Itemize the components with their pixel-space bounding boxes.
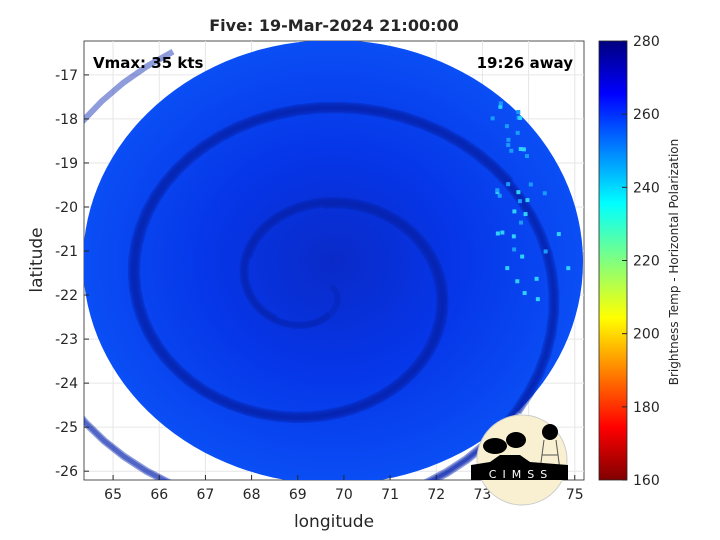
warm-pixel bbox=[490, 116, 495, 121]
colorbar-tick-label: 220 bbox=[633, 254, 660, 270]
warm-pixel bbox=[498, 101, 503, 106]
warm-pixel bbox=[495, 231, 500, 236]
warm-pixel bbox=[516, 110, 521, 115]
colorbar-tick-label: 200 bbox=[633, 327, 660, 343]
rain-band bbox=[130, 104, 558, 480]
colorbar-label: Brightness Temp - Horizontal Polarizatio… bbox=[667, 139, 681, 386]
chart-title: Five: 19-Mar-2024 21:00:00 bbox=[209, 16, 459, 35]
warm-pixel bbox=[512, 247, 517, 252]
x-tick-label: 65 bbox=[104, 487, 122, 503]
rain-band bbox=[84, 48, 555, 480]
colorbar-tick-label: 160 bbox=[633, 473, 660, 489]
warm-pixel bbox=[524, 154, 529, 159]
warm-pixel bbox=[506, 143, 511, 148]
warm-pixel bbox=[525, 198, 530, 203]
warm-pixel bbox=[542, 191, 547, 196]
y-tick-label: -18 bbox=[55, 112, 78, 128]
warm-pixel bbox=[495, 188, 500, 193]
warm-pixel bbox=[515, 130, 520, 135]
y-tick-label: -24 bbox=[55, 376, 78, 392]
warm-pixel bbox=[497, 193, 502, 198]
x-tick-label: 71 bbox=[381, 487, 399, 503]
x-tick-label: 67 bbox=[197, 487, 215, 503]
y-tick-label: -17 bbox=[55, 68, 78, 84]
warm-pixel bbox=[506, 182, 511, 187]
warm-pixel bbox=[509, 148, 514, 153]
rain-band bbox=[84, 105, 557, 480]
warm-pixel bbox=[523, 212, 528, 217]
y-tick-label: -21 bbox=[55, 244, 78, 260]
warm-pixel bbox=[515, 279, 520, 284]
warm-pixel bbox=[556, 232, 561, 237]
rain-band bbox=[129, 102, 560, 422]
warm-pixel bbox=[512, 209, 517, 214]
rain-band bbox=[127, 101, 514, 424]
x-axis-label: longitude bbox=[294, 512, 374, 532]
colorbar-tick-label: 260 bbox=[633, 107, 660, 123]
warm-pixel bbox=[504, 124, 509, 129]
y-tick-label: -19 bbox=[55, 156, 78, 172]
warm-pixel bbox=[521, 147, 526, 152]
warm-pixel bbox=[543, 249, 548, 254]
swath-disk bbox=[84, 41, 583, 480]
y-tick-label: -25 bbox=[55, 420, 78, 436]
x-tick-label: 72 bbox=[427, 487, 445, 503]
warm-pixel bbox=[519, 220, 524, 225]
swath-image bbox=[84, 41, 588, 480]
vmax-annotation: Vmax: 35 kts bbox=[93, 54, 203, 72]
y-tick-label: -22 bbox=[55, 288, 78, 304]
warm-pixel bbox=[518, 115, 523, 120]
warm-pixel bbox=[518, 147, 523, 152]
y-tick-label: -20 bbox=[55, 200, 78, 216]
warm-pixel bbox=[500, 230, 505, 235]
x-tick-label: 73 bbox=[474, 487, 492, 503]
warm-pixel bbox=[517, 199, 522, 204]
colorbar-ticks: 160 180 200 220 240 260 280 bbox=[622, 34, 660, 489]
warm-pixel bbox=[535, 297, 540, 302]
cimss-logo-text: CIMSS bbox=[489, 468, 553, 481]
warm-pixel bbox=[511, 234, 516, 239]
warm-pixel bbox=[566, 266, 571, 271]
distance-annotation: 19:26 away bbox=[477, 54, 574, 72]
warm-pixel bbox=[528, 182, 533, 187]
colorbar-tick-label: 240 bbox=[633, 180, 660, 196]
cimss-logo: CIMSS bbox=[471, 414, 568, 506]
x-tick-label: 69 bbox=[289, 487, 307, 503]
x-tick-label: 66 bbox=[150, 487, 168, 503]
y-tick-label: -23 bbox=[55, 332, 78, 348]
warm-pixel bbox=[522, 291, 527, 296]
warm-pixel bbox=[584, 294, 588, 298]
warm-pixel bbox=[520, 254, 525, 259]
colorbar-tick-label: 280 bbox=[633, 34, 660, 50]
warm-pixel bbox=[516, 190, 521, 195]
warm-pixel bbox=[505, 266, 510, 271]
y-axis-label: latitude bbox=[27, 227, 47, 292]
warm-pixel bbox=[506, 137, 511, 142]
colorbar-tick-label: 180 bbox=[633, 400, 660, 416]
x-tick-label: 70 bbox=[335, 487, 353, 503]
x-tick-label: 75 bbox=[566, 487, 584, 503]
warm-pixel bbox=[534, 276, 539, 281]
warm-pixel bbox=[498, 104, 503, 109]
y-tick-label: -26 bbox=[55, 464, 78, 480]
x-tick-label: 68 bbox=[243, 487, 261, 503]
